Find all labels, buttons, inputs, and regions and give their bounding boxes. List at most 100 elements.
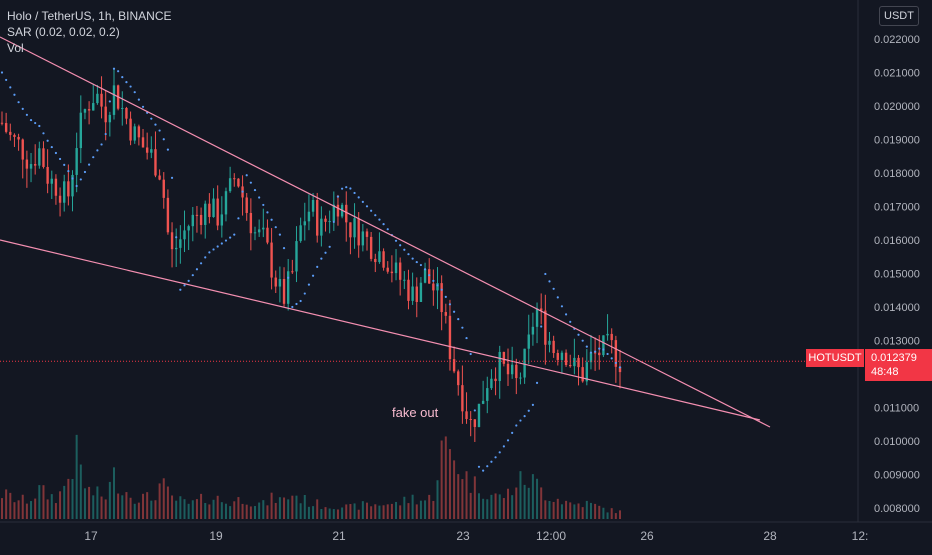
sar-dot: [108, 100, 111, 103]
volume-bar: [540, 487, 543, 519]
volume-bar: [112, 467, 115, 519]
sar-dot: [266, 211, 269, 214]
candle-body: [46, 166, 49, 184]
volume-bar: [619, 510, 621, 519]
sar-dot: [129, 85, 132, 88]
sar-dot: [494, 456, 497, 459]
candle-body: [282, 278, 286, 304]
volume-bar: [502, 498, 505, 519]
sar-dot: [170, 176, 174, 179]
candle-body: [423, 269, 427, 283]
volume-bar: [390, 503, 393, 519]
candle-body: [531, 326, 535, 335]
candle-body: [390, 271, 394, 274]
candle-body: [593, 352, 597, 354]
sar-dot: [141, 105, 145, 108]
candle-body: [112, 85, 116, 115]
sar-dot: [357, 196, 360, 199]
sar-dot: [17, 101, 20, 104]
candle-body: [96, 93, 99, 104]
volume-bar: [498, 494, 501, 519]
candle-body: [527, 334, 530, 349]
candle-body: [187, 226, 190, 231]
volume-bar: [386, 504, 389, 519]
candle-body: [75, 148, 78, 175]
candle-body: [353, 218, 356, 238]
candles: [0, 67, 622, 442]
sar-dot: [46, 139, 49, 142]
volume-bar: [336, 509, 339, 519]
sar-dot: [0, 71, 4, 74]
sar-dot: [287, 276, 290, 279]
y-tick-label: 0.016000: [874, 235, 920, 247]
volume-bar: [100, 496, 103, 519]
chart-legend: Holo / TetherUS, 1h, BINANCE SAR (0.02, …: [7, 8, 172, 56]
volume-bar: [25, 503, 28, 519]
candle-body: [50, 178, 53, 184]
sar-dot: [25, 113, 28, 116]
volume-bar: [299, 503, 302, 519]
x-tick-label: 21: [332, 529, 346, 543]
candle-body: [444, 312, 447, 316]
candle-body: [573, 357, 576, 367]
sar-dot: [208, 251, 211, 254]
volume-bar: [1, 498, 3, 519]
x-tick-label: 17: [84, 529, 98, 543]
volume-bar: [233, 501, 236, 519]
candle-body: [195, 214, 199, 216]
candle-body: [54, 178, 58, 196]
sar-dot: [594, 350, 597, 353]
sar-dot: [21, 107, 24, 110]
candle-body: [270, 242, 273, 278]
sar-dot: [233, 233, 236, 236]
sar-dot: [341, 187, 344, 190]
candle-body: [233, 178, 236, 180]
currency-button[interactable]: USDT: [879, 6, 919, 26]
volume-bar: [606, 512, 609, 519]
candle-body: [394, 262, 398, 274]
volume-bar: [67, 478, 70, 519]
sar-dot: [394, 239, 398, 242]
candle-body: [63, 181, 66, 203]
volume-bar: [104, 499, 107, 519]
sar-dot: [270, 218, 273, 221]
sar-dot: [88, 163, 91, 166]
sar-dot: [560, 305, 564, 308]
volume-bar: [262, 500, 265, 519]
candle-body: [490, 378, 493, 389]
candle-body: [569, 365, 572, 367]
x-tick-label: 28: [763, 529, 777, 543]
candle-body: [13, 134, 16, 137]
sar-dot: [307, 283, 311, 286]
sar-dot: [249, 181, 252, 184]
sar-dot: [96, 149, 99, 152]
volume-bar: [254, 506, 257, 519]
candle-body: [365, 231, 369, 237]
sar-dot: [100, 143, 103, 146]
volume-bar: [303, 494, 306, 519]
sar-dot: [473, 409, 476, 412]
candle-body: [477, 403, 481, 427]
sar-dot: [63, 163, 66, 166]
volume-bar: [378, 505, 381, 519]
volume-bar: [71, 479, 74, 519]
candle-body: [452, 359, 456, 372]
sar-dot: [71, 177, 74, 180]
sar-dot: [121, 76, 124, 79]
volume-bar: [270, 492, 273, 519]
sar-dot: [58, 157, 62, 161]
candle-body: [286, 271, 290, 304]
candle-body: [498, 351, 501, 382]
candle-body: [249, 212, 253, 234]
sar-dot: [187, 279, 190, 282]
candle-body: [369, 236, 373, 259]
candle-body: [585, 362, 589, 382]
volume-bar: [158, 483, 161, 519]
candle-body: [204, 203, 207, 225]
volume-bar: [432, 500, 435, 519]
sar-dot: [220, 242, 223, 245]
sar-dot: [440, 288, 443, 291]
candle-body: [58, 195, 62, 203]
